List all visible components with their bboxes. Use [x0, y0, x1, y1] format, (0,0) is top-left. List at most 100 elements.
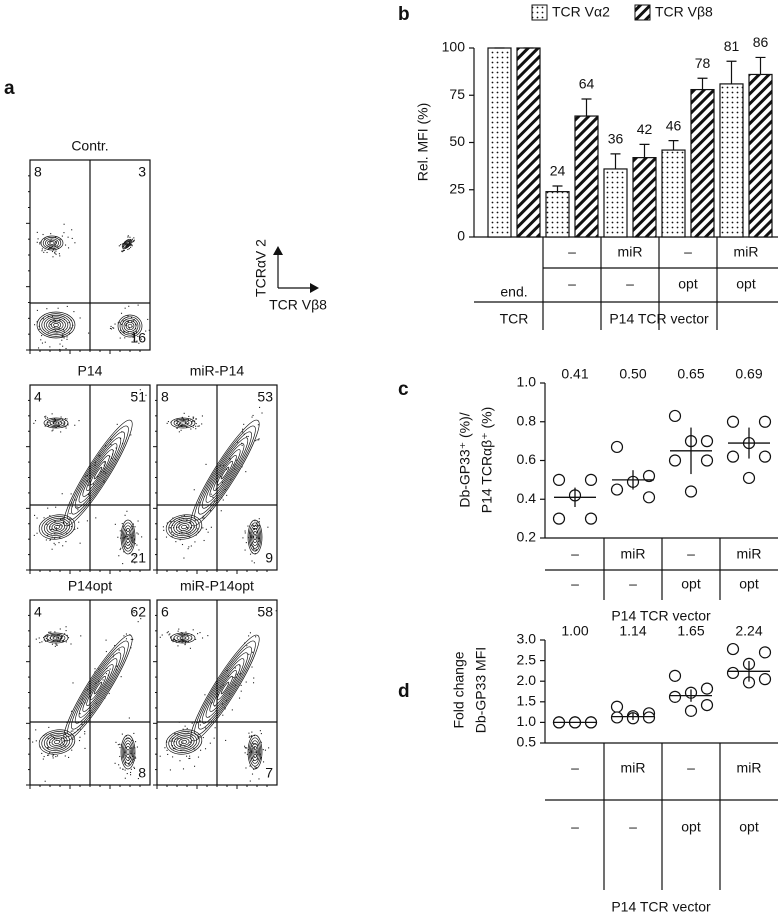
event-dot	[137, 520, 139, 522]
value-label: 36	[608, 131, 624, 147]
event-dot	[69, 518, 71, 520]
event-dot	[197, 756, 200, 758]
event-dot	[64, 745, 66, 747]
data-point	[758, 673, 772, 686]
event-dot	[253, 768, 255, 770]
event-dot	[129, 241, 131, 243]
event-dot	[103, 464, 105, 466]
event-dot	[252, 682, 255, 684]
event-dot	[199, 502, 201, 504]
event-dot	[137, 533, 139, 535]
event-dot	[41, 641, 43, 643]
event-dot	[256, 532, 258, 534]
event-dot	[44, 249, 46, 251]
event-dot	[61, 339, 63, 341]
event-dot	[248, 653, 250, 655]
event-dot	[205, 727, 207, 729]
event-dot	[174, 640, 176, 642]
event-dot	[198, 425, 200, 427]
event-dot	[114, 323, 116, 325]
contour	[122, 525, 134, 549]
event-dot	[165, 536, 168, 538]
contour	[253, 533, 257, 541]
event-dot	[195, 423, 197, 425]
event-dot	[186, 423, 188, 425]
event-dot	[70, 493, 72, 495]
contour	[93, 681, 103, 695]
event-dot	[203, 517, 205, 519]
event-dot	[177, 645, 179, 647]
flow-plot: miR-P14opt 6 58 7	[153, 578, 278, 789]
contour	[63, 419, 133, 527]
contour	[48, 319, 64, 331]
event-dot	[122, 250, 124, 252]
event-dot	[51, 528, 53, 530]
event-dot	[194, 526, 196, 528]
event-dot	[256, 744, 259, 746]
event-dot	[105, 472, 107, 474]
event-dot	[72, 682, 74, 684]
contour	[39, 313, 73, 337]
event-dot	[244, 752, 246, 754]
bar	[690, 88, 715, 238]
event-dot	[66, 336, 68, 338]
contour	[205, 658, 245, 718]
quadrant-value: 53	[257, 389, 273, 405]
event-dot	[171, 535, 173, 537]
event-dot	[46, 251, 48, 254]
event-dot	[231, 709, 233, 711]
event-dot	[137, 335, 139, 338]
event-dot	[49, 346, 51, 348]
event-dot	[250, 544, 252, 546]
event-dot	[74, 528, 76, 530]
event-dot	[36, 321, 38, 323]
event-dot	[45, 417, 47, 419]
event-dot	[114, 644, 116, 647]
event-dot	[53, 528, 55, 531]
flow-plot-title: P14opt	[68, 578, 112, 594]
y-arrow-head	[273, 246, 283, 255]
event-dot	[132, 554, 134, 556]
event-dot	[121, 523, 123, 525]
event-dot	[59, 744, 61, 746]
event-dot	[140, 338, 142, 340]
x-tick-label: –	[571, 819, 579, 835]
event-dot	[202, 736, 204, 739]
event-dot	[189, 527, 192, 529]
event-dot	[63, 640, 65, 642]
event-dot	[126, 510, 128, 512]
event-dot	[48, 726, 50, 728]
event-dot	[130, 244, 132, 246]
event-dot	[181, 516, 183, 518]
event-dot	[224, 489, 226, 491]
contour	[251, 743, 259, 761]
event-dot	[60, 421, 62, 423]
contour	[121, 318, 139, 334]
event-dot	[52, 248, 54, 250]
event-dot	[39, 243, 41, 245]
event-dot	[128, 248, 130, 250]
event-dot	[65, 425, 67, 428]
event-dot	[54, 631, 56, 633]
event-dot	[127, 315, 129, 317]
event-dot	[181, 532, 183, 534]
error-bar	[610, 153, 621, 169]
event-dot	[179, 539, 181, 541]
event-dot	[56, 644, 58, 646]
event-dot	[114, 523, 116, 525]
error-bar	[552, 185, 563, 192]
event-dot	[45, 423, 47, 425]
flow-plot: P14opt 4 62 8	[26, 578, 151, 789]
event-dot	[61, 742, 64, 744]
contour	[123, 240, 131, 248]
contour	[124, 241, 130, 247]
event-dot	[195, 428, 197, 430]
event-dot	[138, 549, 140, 551]
event-dot	[189, 741, 191, 743]
event-dot	[140, 618, 142, 620]
event-dot	[187, 419, 189, 422]
quadrant-value: 4	[34, 604, 42, 620]
y-tick-label: 2.0	[517, 672, 537, 688]
event-dot	[245, 542, 247, 544]
contour	[127, 323, 133, 329]
